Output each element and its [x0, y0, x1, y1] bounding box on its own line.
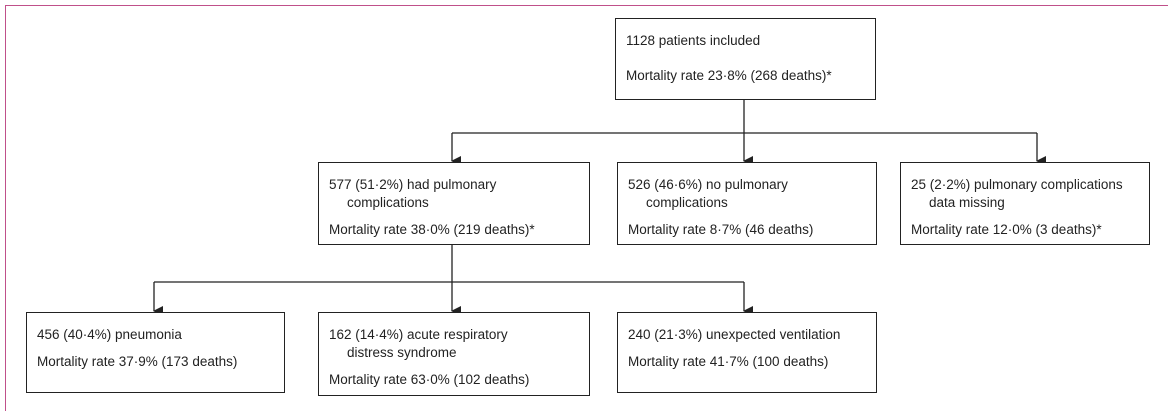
frame [5, 5, 1168, 411]
node-label: complications [646, 195, 728, 210]
node-label: 1128 patients included [626, 33, 761, 48]
mortality-rate: Mortality rate 63·0% (102 deaths) [329, 372, 530, 387]
node-label: distress syndrome [347, 345, 457, 360]
node-box: 526 (46·6%) no pulmonary complications Mor… [617, 162, 877, 245]
node-box: 456 (40·4%) pneumonia Mortality rate 37·9… [26, 312, 285, 393]
node-label: 240 (21·3%) unexpected ventilation [628, 327, 841, 342]
node-box: 1128 patients included Mortality rate 23·… [615, 18, 876, 100]
mortality-rate: Mortality rate 8·7% (46 deaths) [628, 222, 814, 237]
mortality-rate: Mortality rate 38·0% (219 deaths)* [329, 222, 535, 237]
node-label: 526 (46·6%) no pulmonary [628, 177, 788, 192]
node-label: 456 (40·4%) pneumonia [37, 327, 182, 342]
node-label: 25 (2·2%) pulmonary complications [911, 177, 1123, 192]
mortality-rate: Mortality rate 37·9% (173 deaths) [37, 354, 238, 369]
mortality-rate: Mortality rate 23·8% (268 deaths)* [626, 68, 832, 83]
node-box: 25 (2·2%) pulmonary complications data mi… [900, 162, 1150, 245]
node-label: 577 (51·2%) had pulmonary [329, 177, 497, 192]
node-box: 240 (21·3%) unexpected ventilation Mortal… [617, 312, 877, 393]
node-box: 162 (14·4%) acute respiratory distress sy… [318, 312, 590, 396]
node-label: 162 (14·4%) acute respiratory [329, 327, 508, 342]
node-box: 577 (51·2%) had pulmonary complications Mo… [318, 162, 590, 245]
node-label: complications [347, 195, 429, 210]
node-label: data missing [929, 195, 1005, 210]
mortality-rate: Mortality rate 41·7% (100 deaths) [628, 354, 829, 369]
arrows [153, 100, 1046, 316]
mortality-rate: Mortality rate 12·0% (3 deaths)* [911, 222, 1102, 237]
